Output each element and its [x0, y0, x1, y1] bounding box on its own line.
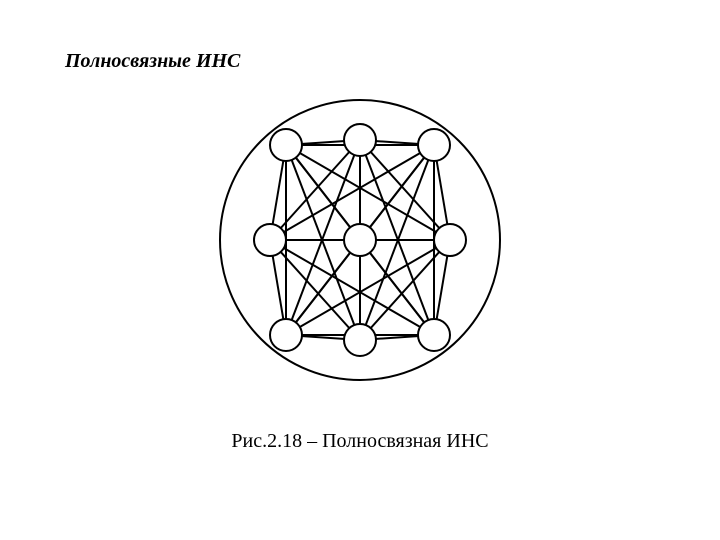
node: [270, 129, 302, 161]
node: [344, 324, 376, 356]
node: [434, 224, 466, 256]
network-diagram: [210, 90, 510, 390]
node: [344, 124, 376, 156]
figure-caption: Рис.2.18 – Полносвязная ИНС: [0, 430, 720, 453]
node: [254, 224, 286, 256]
network-svg: [210, 90, 510, 390]
section-title: Полносвязные ИНС: [65, 50, 240, 73]
node: [270, 319, 302, 351]
node: [418, 129, 450, 161]
edge: [286, 240, 360, 335]
node: [344, 224, 376, 256]
node: [418, 319, 450, 351]
edge: [360, 240, 434, 335]
page: Полносвязные ИНС Рис.2.18 – Полносвязная…: [0, 0, 720, 540]
